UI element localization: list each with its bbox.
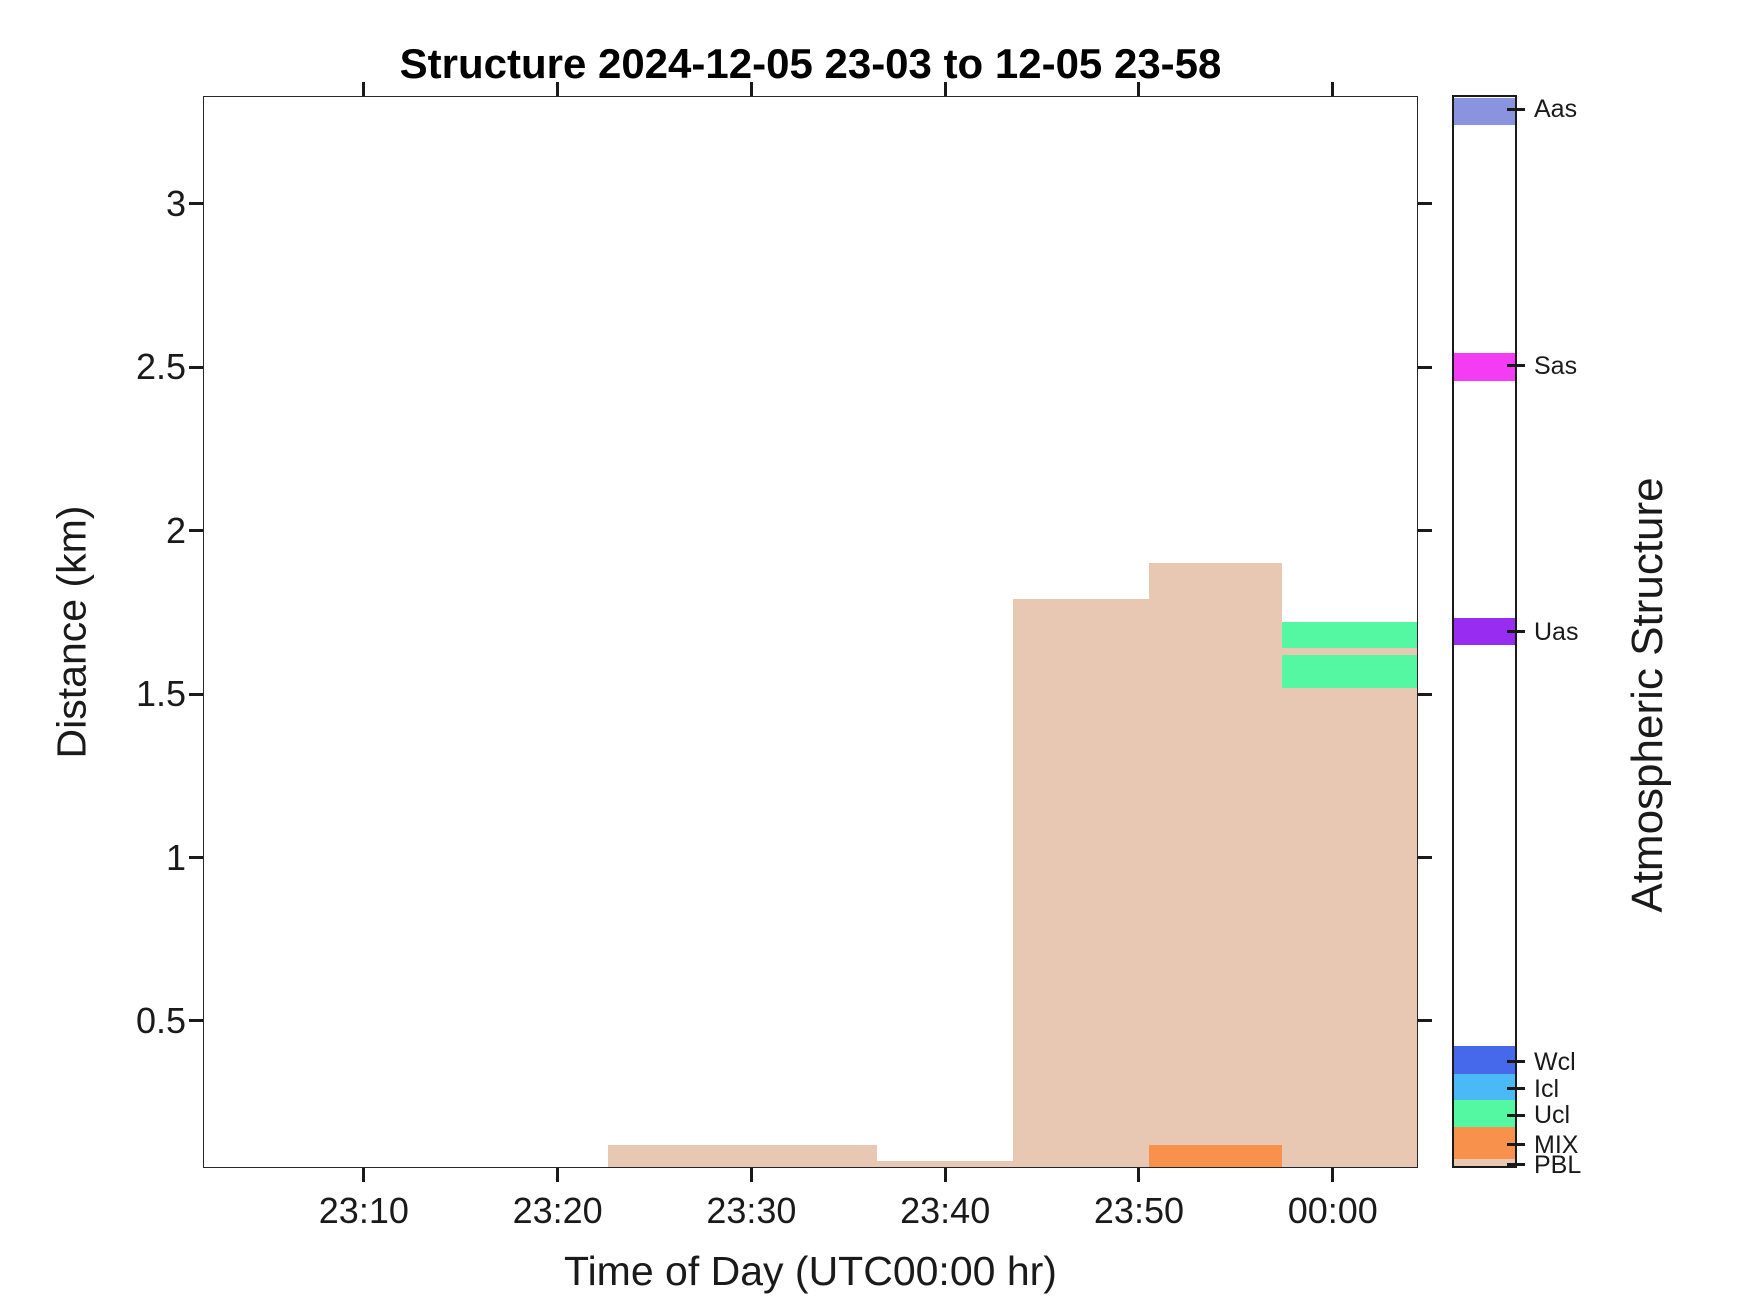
colorbar-tick: [1507, 630, 1525, 633]
y-tick-left: [189, 856, 203, 859]
region-pbl: [1282, 648, 1418, 655]
region-pbl: [1013, 599, 1149, 1168]
y-tick-right: [1418, 202, 1432, 206]
x-tick-bottom: [1137, 1168, 1141, 1182]
y-tick-left: [189, 1019, 203, 1023]
y-tick-label: 3: [165, 182, 186, 224]
y-tick-label: 1.5: [135, 673, 186, 715]
region-pbl: [1282, 687, 1418, 1168]
x-tick-top: [1137, 82, 1141, 96]
x-tick-top: [943, 82, 947, 96]
x-tick-bottom: [362, 1168, 366, 1182]
colorbar-band-aas: [1454, 98, 1515, 125]
colorbar-tick-label: MIX: [1534, 1130, 1579, 1159]
colorbar-band-icl: [1454, 1073, 1515, 1101]
x-tick-top: [749, 82, 753, 96]
colorbar-tick: [1507, 1060, 1525, 1063]
colorbar-tick: [1507, 364, 1525, 368]
colorbar-band-mix: [1454, 1126, 1515, 1160]
colorbar-tick-label: Wcl: [1534, 1047, 1576, 1076]
y-tick-right: [1418, 365, 1432, 369]
y-tick-right: [1418, 529, 1432, 533]
x-tick-label: 23:20: [512, 1190, 603, 1231]
colorbar-tick-label: Aas: [1534, 95, 1578, 124]
region-ucl: [1282, 654, 1418, 688]
colorbar-tick-label: PBL: [1534, 1150, 1582, 1179]
x-tick-top: [556, 82, 560, 96]
colorbar-band-uas: [1454, 618, 1515, 645]
x-tick-top: [362, 82, 366, 96]
x-tick-label: 23:50: [1093, 1190, 1184, 1231]
colorbar-tick-label: Ucl: [1534, 1101, 1571, 1130]
x-tick-label: 23:10: [318, 1190, 409, 1231]
colorbar-band-sas: [1454, 353, 1515, 381]
chart-title: Structure 2024-12-05 23-03 to 12-05 23-5…: [399, 40, 1222, 87]
x-tick-bottom: [556, 1168, 560, 1182]
colorbar-tick-label: Sas: [1534, 351, 1578, 380]
y-tick-left: [189, 365, 203, 369]
colorbar-tick: [1507, 1113, 1525, 1117]
colorbar-tick: [1507, 1163, 1525, 1166]
colorbar-band-wcl: [1454, 1046, 1515, 1074]
colorbar-label: Atmospheric Structure: [1623, 477, 1672, 913]
region-pbl: [608, 1145, 878, 1168]
colorbar-band-pbl: [1454, 1159, 1515, 1166]
y-tick-right: [1418, 856, 1432, 859]
plot-area: [203, 96, 1418, 1168]
region-mix: [1148, 1145, 1283, 1168]
y-tick-label: 2: [165, 509, 186, 551]
x-tick-label: 23:40: [900, 1190, 991, 1231]
y-tick-label: 0.5: [135, 999, 186, 1041]
y-tick-right: [1418, 1019, 1432, 1023]
y-tick-label: 1: [165, 836, 186, 878]
y-tick-right: [1418, 692, 1432, 696]
y-tick-left: [189, 692, 203, 696]
x-axis-label: Time of Day (UTC00:00 hr): [564, 1248, 1057, 1294]
x-tick-bottom: [943, 1168, 947, 1182]
x-tick-bottom: [1331, 1168, 1335, 1182]
colorbar-tick-label: Icl: [1534, 1074, 1559, 1103]
colorbar: [1452, 95, 1517, 1168]
region-pbl: [1148, 563, 1283, 1168]
colorbar-tick-label: Uas: [1534, 617, 1579, 646]
region-ucl: [1282, 622, 1418, 649]
x-tick-label: 00:00: [1287, 1190, 1378, 1231]
colorbar-band-ucl: [1454, 1100, 1515, 1127]
x-tick-bottom: [749, 1168, 753, 1182]
y-tick-left: [189, 529, 203, 533]
x-tick-top: [1331, 82, 1335, 96]
region-pbl: [877, 1161, 1013, 1168]
colorbar-tick: [1507, 107, 1525, 111]
colorbar-tick: [1507, 1087, 1525, 1091]
x-tick-label: 23:30: [706, 1190, 797, 1231]
colorbar-tick: [1507, 1143, 1525, 1147]
y-tick-left: [189, 202, 203, 206]
y-tick-label: 2.5: [135, 346, 186, 388]
